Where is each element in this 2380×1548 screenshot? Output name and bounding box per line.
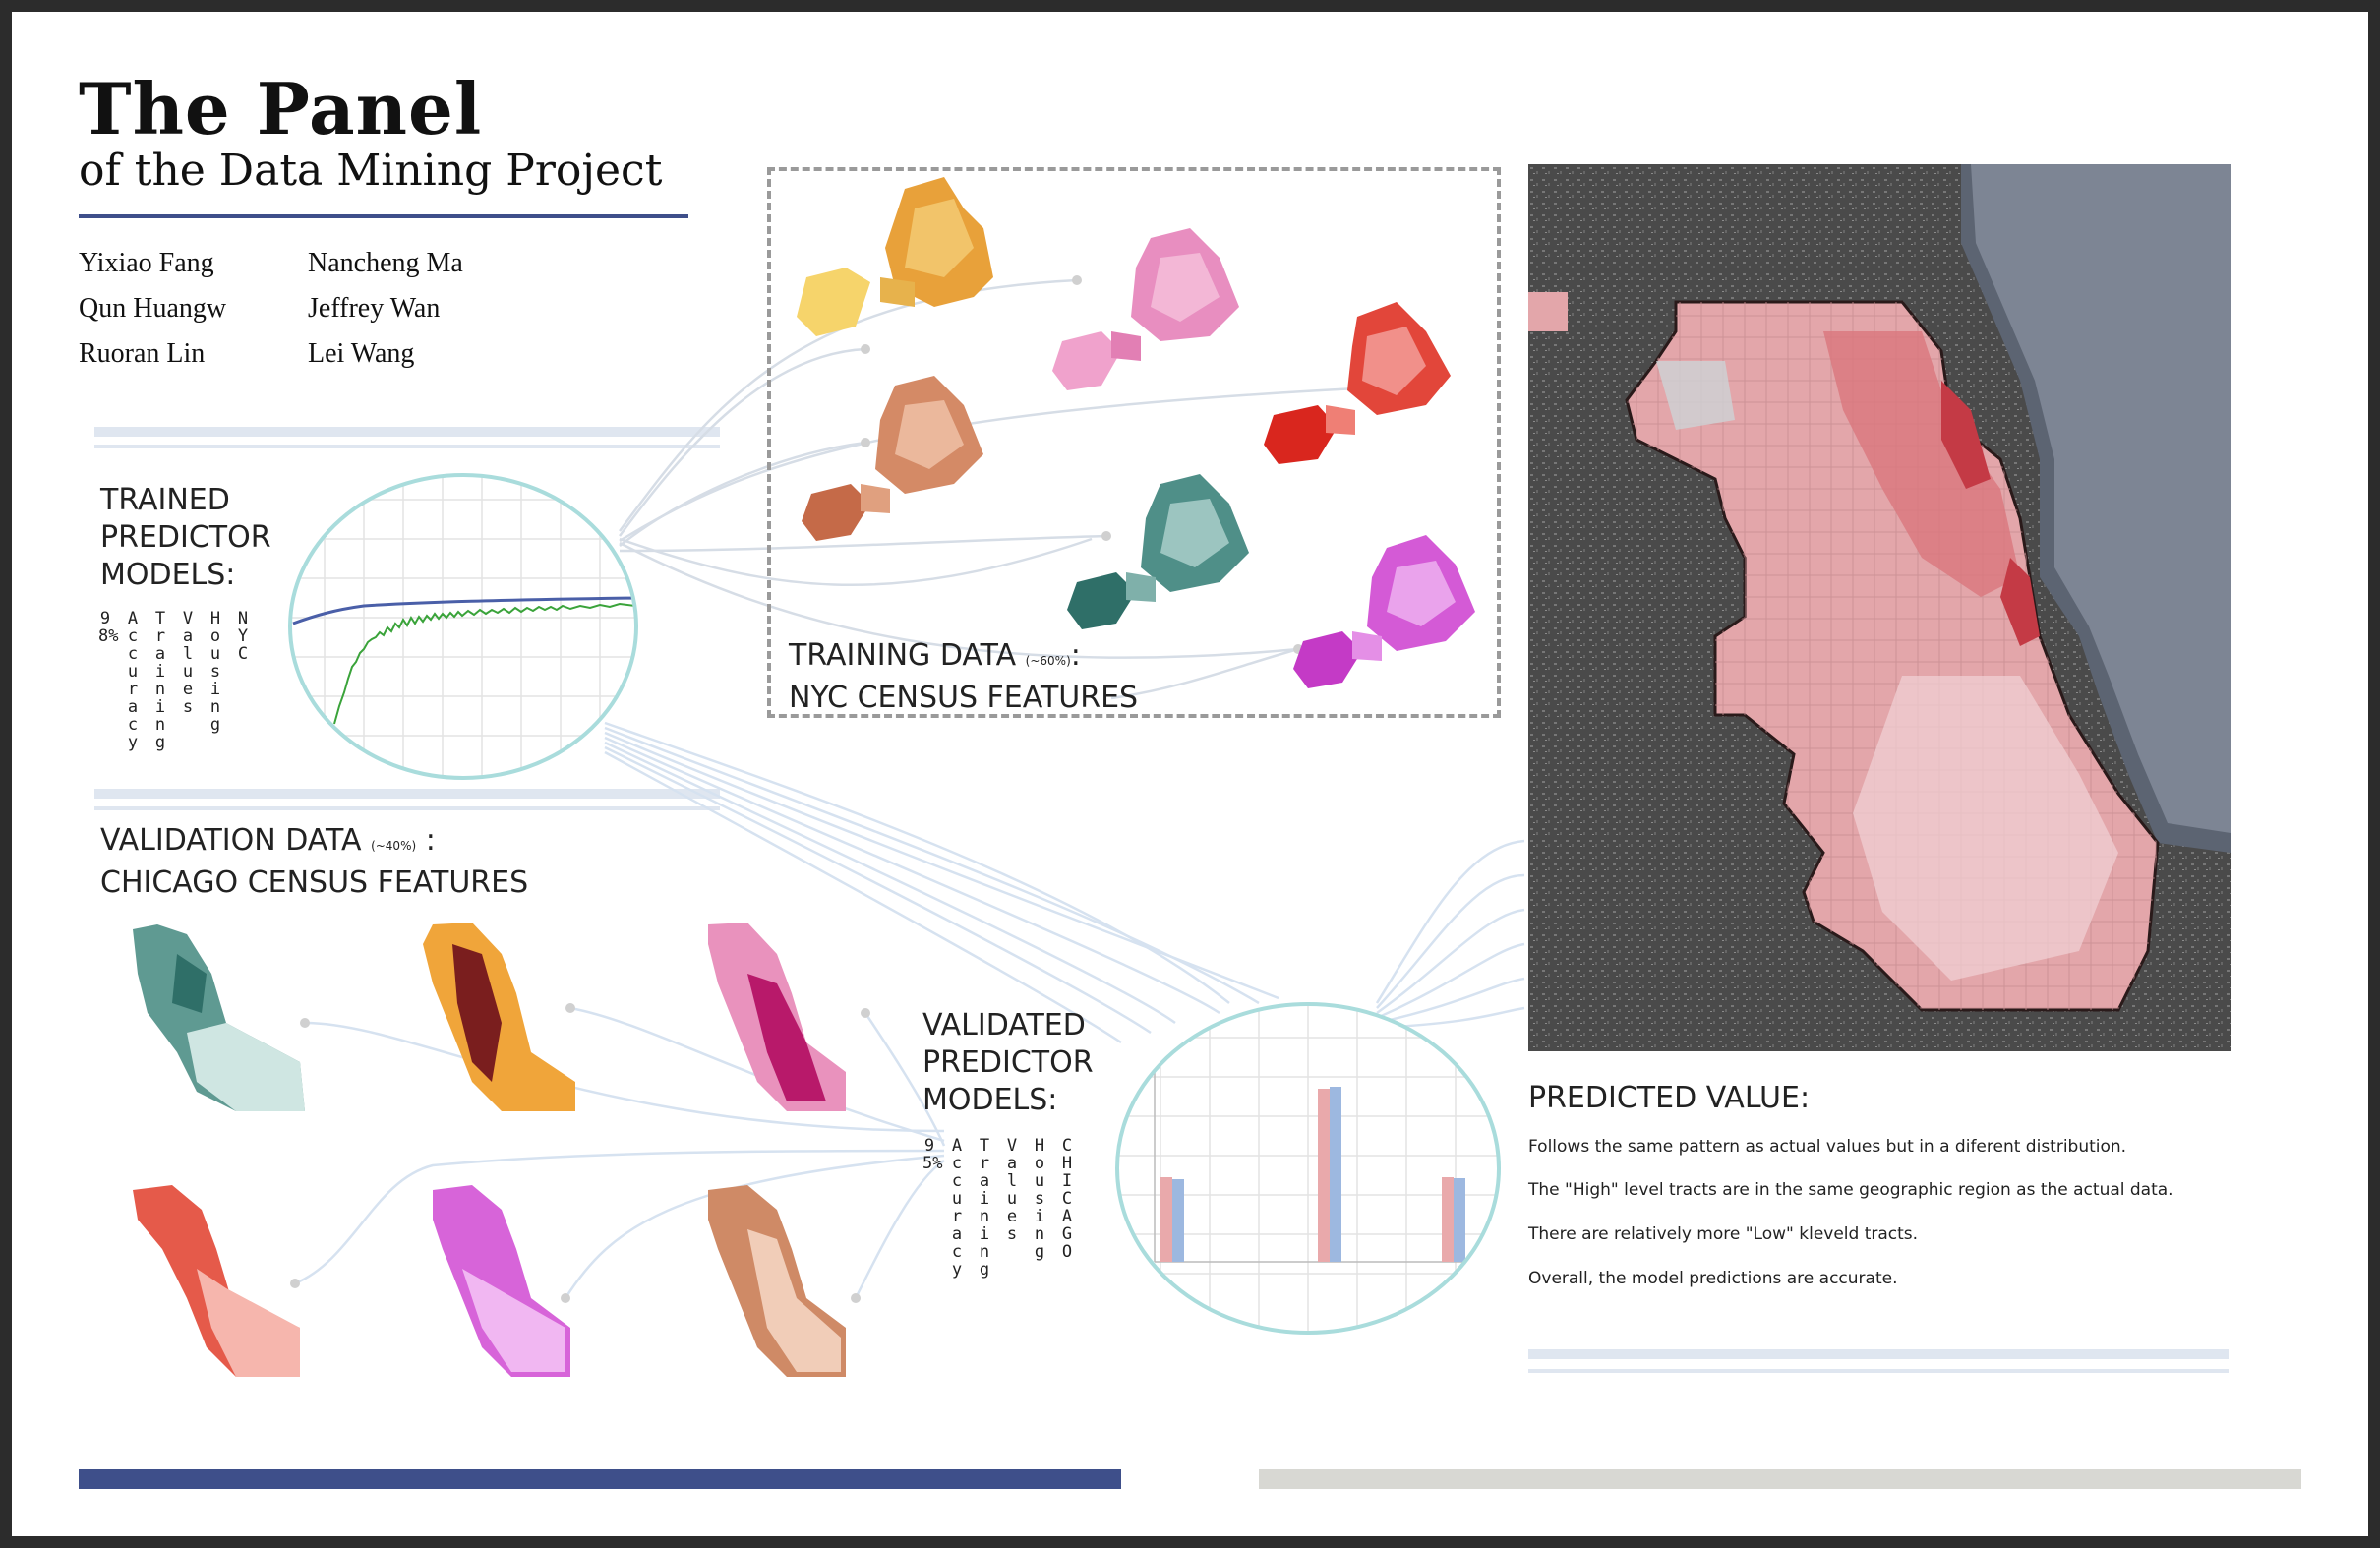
trained-heading-line: MODELS: xyxy=(100,558,236,592)
trained-heading: TRAINED PREDICTOR MODELS: xyxy=(100,482,271,594)
validation-data-colon: : xyxy=(416,823,436,858)
chicago-map-teal xyxy=(133,924,305,1111)
author-name: Qun Huangw xyxy=(79,293,227,324)
validation-data-percent: (~40%) xyxy=(371,839,417,853)
training-data-title: TRAINING DATA xyxy=(789,638,1017,673)
validated-heading-line: PREDICTOR xyxy=(922,1045,1094,1080)
vertical-label: CHICAGO xyxy=(1061,1136,1073,1262)
predicted-region xyxy=(1528,292,2160,1012)
vertical-label: Housing xyxy=(209,609,221,735)
author-name: Nancheng Ma xyxy=(308,248,463,278)
vertical-label: Values xyxy=(1006,1136,1018,1244)
predicted-heading: PREDICTED VALUE: xyxy=(1528,1081,1811,1115)
vertical-label: 95% xyxy=(922,1136,943,1173)
author-name: Lei Wang xyxy=(308,338,415,369)
training-data-percent: (~60%) xyxy=(1025,654,1071,668)
vertical-label: Values xyxy=(182,609,194,717)
chicago-map-orange xyxy=(423,923,575,1111)
predicted-point: Overall, the model predictions are accur… xyxy=(1528,1269,1898,1288)
vertical-label: Training xyxy=(979,1136,990,1280)
validated-heading: VALIDATED PREDICTOR MODELS: xyxy=(922,1007,1094,1119)
footer-bar-right xyxy=(1259,1469,2301,1489)
chicago-map-red xyxy=(133,1185,300,1377)
separator-band xyxy=(94,427,720,437)
chicago-census-maps xyxy=(133,923,846,1377)
author-name: Ruoran Lin xyxy=(79,338,206,369)
validated-heading-line: VALIDATED xyxy=(922,1008,1086,1042)
vertical-label: NYC xyxy=(237,609,249,664)
validated-vertical-labels: 95% Accuracy Training Values Housing CHI… xyxy=(922,1137,1074,1279)
vertical-label: Accuracy xyxy=(951,1136,963,1280)
footer-bar-left xyxy=(79,1469,1121,1489)
separator-band xyxy=(1528,1349,2229,1359)
training-data-subtitle: NYC CENSUS FEATURES xyxy=(789,681,1139,715)
predicted-value-map xyxy=(1528,164,2231,1051)
validated-model-chart xyxy=(1115,1002,1501,1335)
separator-band xyxy=(1528,1369,2229,1373)
author-name: Jeffrey Wan xyxy=(308,293,441,324)
nyc-map-brown xyxy=(802,376,983,541)
training-data-label: TRAINING DATA (~60%): NYC CENSUS FEATURE… xyxy=(789,637,1138,717)
training-data-box xyxy=(767,167,1501,718)
nyc-map-teal xyxy=(1067,474,1249,629)
validated-heading-line: MODELS: xyxy=(922,1083,1058,1117)
validation-data-label: VALIDATION DATA (~40%) : CHICAGO CENSUS … xyxy=(100,822,528,902)
validation-data-subtitle: CHICAGO CENSUS FEATURES xyxy=(100,865,529,900)
vertical-label: Accuracy xyxy=(127,609,139,752)
validation-data-title: VALIDATION DATA xyxy=(100,823,362,858)
trained-heading-line: PREDICTOR xyxy=(100,520,271,555)
nyc-map-red xyxy=(1264,302,1451,464)
author-name: Yixiao Fang xyxy=(79,248,214,278)
chicago-map-magenta xyxy=(433,1185,570,1377)
training-data-colon: : xyxy=(1070,638,1081,673)
predicted-point: Follows the same pattern as actual value… xyxy=(1528,1137,2127,1157)
trained-model-chart xyxy=(288,473,638,780)
poster-subtitle: of the Data Mining Project xyxy=(79,146,663,196)
vertical-label: 98% xyxy=(98,609,119,646)
vertical-label: Housing xyxy=(1034,1136,1045,1262)
poster-title: The Panel xyxy=(79,67,483,150)
predicted-point: The "High" level tracts are in the same … xyxy=(1528,1180,2173,1200)
separator-band xyxy=(94,445,720,448)
trained-heading-line: TRAINED xyxy=(100,483,230,517)
nyc-map-yellow xyxy=(797,177,993,336)
title-rule xyxy=(79,214,688,218)
nyc-map-magenta xyxy=(1293,535,1475,688)
vertical-label: Training xyxy=(154,609,166,752)
separator-band xyxy=(94,789,720,799)
nyc-census-maps xyxy=(797,177,1475,688)
trained-vertical-labels: 98% Accuracy Training Values Housing NYC xyxy=(98,610,250,751)
nyc-map-pink xyxy=(1052,228,1239,390)
separator-band xyxy=(94,806,720,810)
chicago-map-pink xyxy=(708,923,846,1111)
chicago-map-brown xyxy=(708,1185,846,1377)
predicted-point: There are relatively more "Low" kleveld … xyxy=(1528,1224,1919,1244)
